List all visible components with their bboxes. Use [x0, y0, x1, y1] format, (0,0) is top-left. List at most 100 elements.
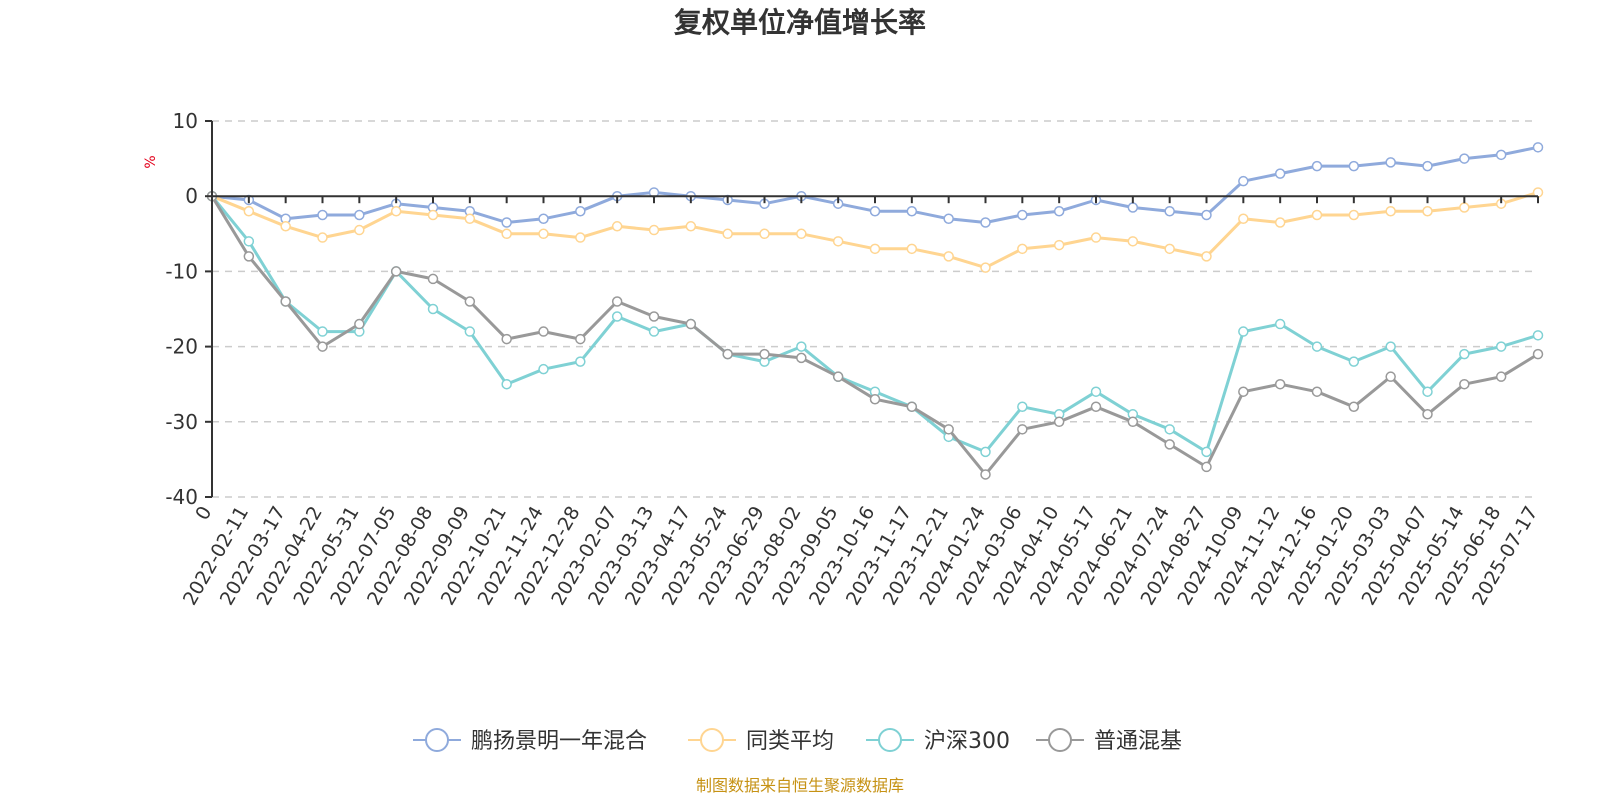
- series-point: [575, 205, 586, 217]
- series-point: [1311, 386, 1323, 397]
- series-point: [1385, 157, 1396, 168]
- series-point: [1201, 251, 1212, 262]
- series-point: [538, 363, 549, 375]
- series-point: [1459, 153, 1470, 164]
- y-tick-label: -20: [165, 335, 198, 359]
- series-point: [1532, 330, 1544, 341]
- series-point: [1164, 243, 1175, 255]
- series-point: [980, 469, 991, 480]
- series-point: [317, 341, 328, 352]
- series-point: [980, 217, 991, 228]
- y-tick-label: -10: [165, 259, 198, 283]
- series-point: [1422, 386, 1433, 397]
- series-point: [1311, 160, 1323, 172]
- series-point: [1238, 175, 1249, 187]
- series-point: [354, 209, 365, 221]
- series-point: [943, 213, 954, 225]
- series-group: [206, 190, 1544, 458]
- series-point: [1274, 318, 1286, 330]
- series-point: [1348, 209, 1360, 221]
- series-group: [206, 190, 1544, 480]
- series-point: [648, 326, 660, 337]
- legend-item[interactable]: 普通混基: [1036, 728, 1182, 754]
- series-point: [832, 236, 844, 247]
- legend-item[interactable]: 沪深300: [866, 728, 1010, 754]
- series-point: [980, 446, 991, 458]
- series-point: [1495, 341, 1507, 352]
- series-point: [1164, 439, 1175, 450]
- series-point: [243, 236, 255, 247]
- series-point: [1238, 213, 1249, 225]
- series-point: [464, 213, 476, 225]
- y-tick-label: 10: [173, 109, 198, 133]
- legend[interactable]: 鹏扬景明一年混合 同类平均 沪深300 普通混基: [413, 728, 1182, 754]
- series-point: [869, 243, 881, 255]
- series-point: [427, 209, 439, 221]
- legend-marker: [1048, 728, 1072, 752]
- source-note: 制图数据来自恒生聚源数据库: [696, 776, 904, 795]
- series-point: [1348, 160, 1360, 172]
- legend-marker: [425, 728, 449, 752]
- series-point: [611, 311, 623, 322]
- legend-item[interactable]: 同类平均: [688, 728, 834, 754]
- series-point: [1532, 348, 1544, 360]
- series-line: [210, 195, 1539, 454]
- series-point: [1201, 446, 1212, 458]
- grid-layer: [212, 120, 1538, 498]
- series-point: [796, 228, 807, 240]
- series-point: [1238, 386, 1249, 397]
- series-point: [648, 311, 660, 322]
- series-point: [685, 318, 697, 330]
- series-point: [980, 262, 991, 273]
- series-point: [317, 209, 328, 221]
- series-point: [906, 205, 918, 217]
- series-point: [722, 228, 733, 240]
- series-point: [464, 296, 476, 307]
- series-point: [501, 378, 512, 390]
- axis-layer: 100-10-20-30-4002022-02-112022-03-172022…: [165, 109, 1542, 609]
- series-layer: [206, 142, 1544, 480]
- series-point: [943, 251, 954, 262]
- y-unit-label: %: [143, 155, 159, 168]
- series-point: [759, 228, 770, 240]
- legend-marker: [700, 728, 724, 752]
- series-point: [1495, 149, 1507, 161]
- series-point: [1274, 378, 1286, 390]
- series-point: [501, 333, 512, 345]
- series-point: [1495, 371, 1507, 382]
- series-point: [538, 228, 549, 240]
- series-point: [501, 228, 512, 240]
- series-point: [611, 221, 623, 232]
- series-point: [1053, 239, 1065, 251]
- legend-label: 同类平均: [746, 729, 834, 754]
- series-point: [1532, 142, 1544, 153]
- series-point: [1090, 386, 1102, 397]
- series-point: [611, 296, 623, 307]
- series-point: [1201, 209, 1212, 221]
- series-point: [1385, 371, 1396, 382]
- series-point: [243, 205, 255, 217]
- series-point: [1422, 409, 1433, 420]
- legend-item[interactable]: 鹏扬景明一年混合: [413, 728, 647, 754]
- series-point: [869, 205, 881, 217]
- series-point: [1274, 168, 1286, 179]
- series-point: [685, 221, 697, 232]
- series-point: [427, 303, 439, 315]
- legend-label: 普通混基: [1094, 729, 1182, 754]
- series-point: [1017, 243, 1028, 255]
- series-point: [796, 341, 807, 352]
- series-point: [796, 352, 807, 364]
- series-point: [722, 348, 733, 360]
- series-point: [1053, 416, 1065, 428]
- series-line: [211, 190, 1539, 270]
- series-point: [1127, 416, 1139, 428]
- series-point: [1348, 356, 1360, 367]
- series-line: [210, 195, 1539, 476]
- series-point: [1385, 341, 1396, 352]
- series-point: [1385, 205, 1396, 217]
- series-point: [575, 232, 586, 243]
- series-point: [538, 326, 549, 337]
- series-point: [1164, 205, 1175, 217]
- series-point: [1090, 401, 1102, 413]
